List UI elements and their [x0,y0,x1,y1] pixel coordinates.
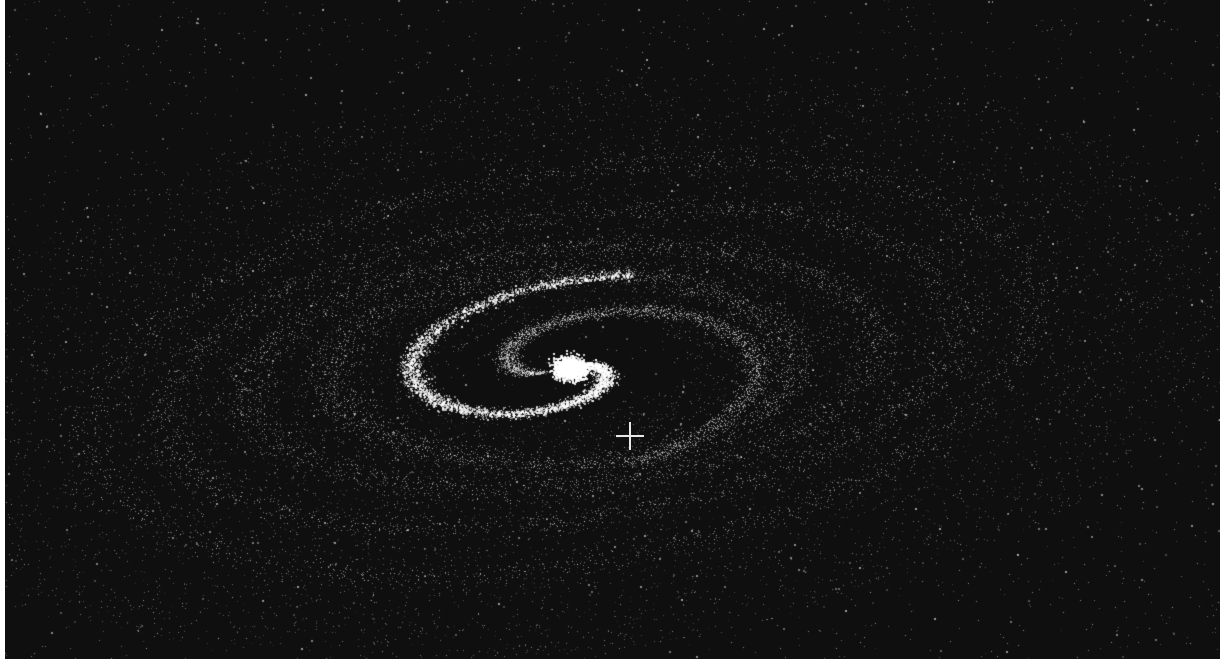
crosshair-icon [616,422,644,450]
simulation-viewport[interactable] [5,0,1220,659]
galaxy-particle-canvas[interactable] [5,0,1220,659]
crosshair-vertical-bar [629,422,631,450]
